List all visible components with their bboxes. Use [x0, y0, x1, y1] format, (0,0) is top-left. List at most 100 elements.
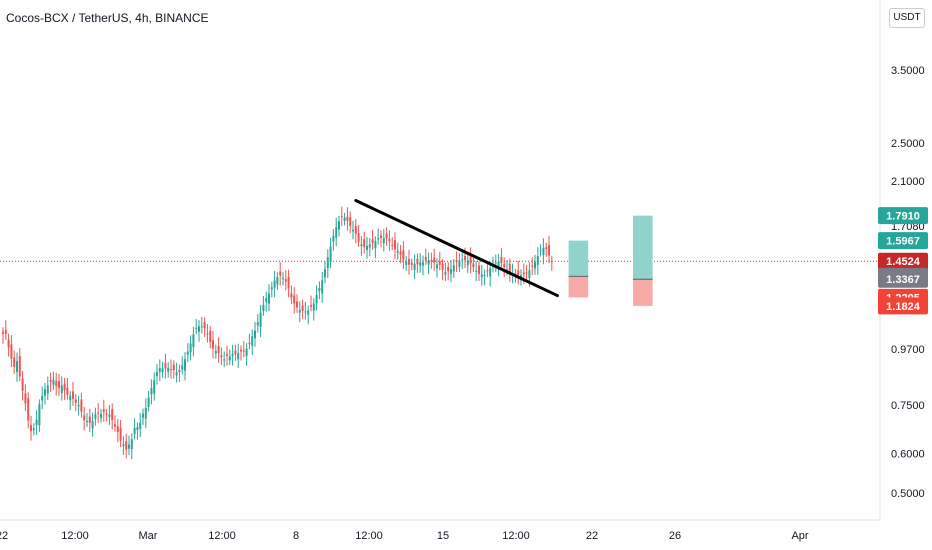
candle-body — [86, 420, 88, 422]
candle-body — [94, 414, 97, 419]
candle-body — [430, 260, 433, 262]
candle-body — [363, 239, 366, 248]
candle-body — [522, 272, 525, 275]
candle-body — [158, 368, 161, 373]
candle-body — [203, 322, 206, 329]
candle-body — [88, 416, 91, 423]
candle-body — [366, 245, 368, 250]
candle-body — [422, 262, 424, 266]
trendline — [354, 199, 559, 298]
candle-body — [419, 262, 422, 266]
candle-body — [503, 263, 506, 268]
candle-body — [508, 263, 511, 273]
candle-body — [150, 388, 153, 395]
candle-body — [147, 397, 150, 407]
candle-body — [52, 379, 55, 385]
candle-body — [458, 260, 461, 267]
candle-body — [41, 396, 44, 401]
candle-body — [396, 251, 399, 253]
candle-body — [242, 350, 245, 352]
candle-body — [536, 256, 539, 265]
candle-body — [354, 226, 357, 234]
candle-body — [455, 260, 458, 263]
candle-body — [534, 262, 536, 269]
candle-body — [433, 257, 436, 263]
candle-body — [284, 279, 287, 282]
candle-body — [209, 330, 212, 342]
candle-body — [525, 272, 528, 274]
candle-body — [312, 303, 315, 311]
candle-body — [352, 229, 354, 232]
candle-body — [343, 217, 346, 221]
candle-body — [475, 270, 478, 272]
candle-body — [234, 350, 237, 354]
candle-body — [133, 427, 136, 435]
candle-body — [16, 361, 18, 372]
candle-body — [494, 262, 497, 264]
x-tick-label: 8 — [293, 530, 299, 542]
candle-body — [172, 364, 175, 371]
candle-body — [377, 238, 380, 240]
x-tick-label: Mar — [139, 530, 158, 542]
candle-body — [304, 311, 307, 313]
candle-body — [248, 343, 251, 345]
x-tick-label: 12:00 — [61, 530, 89, 542]
candle-body — [119, 428, 122, 441]
candle-body — [38, 404, 41, 426]
candle-body — [427, 260, 430, 265]
candle-body — [450, 269, 452, 274]
candle-body — [472, 263, 475, 268]
candle-body — [10, 344, 13, 359]
candle-body — [550, 261, 553, 263]
candle-body — [436, 264, 438, 269]
candle-body — [517, 270, 520, 276]
price-badge — [878, 297, 928, 315]
candle-body — [321, 280, 324, 294]
x-tick-label: 26 — [669, 530, 681, 542]
candle-body — [441, 263, 444, 270]
candle-body — [478, 265, 480, 275]
candle-body — [461, 259, 464, 261]
currency-selector[interactable]: USDT — [889, 8, 925, 28]
candle-body — [206, 333, 209, 335]
candle-body — [338, 221, 340, 230]
candle-body — [175, 372, 178, 376]
candle-body — [130, 439, 133, 450]
x-tick-label: Apr — [791, 530, 808, 542]
candle-body — [170, 368, 172, 370]
candle-body — [136, 427, 139, 431]
candle-body — [55, 381, 58, 386]
candle-body — [18, 356, 21, 377]
candle-body — [545, 247, 548, 249]
candle-body — [282, 278, 284, 280]
candle-body — [184, 359, 186, 371]
candle-body — [144, 407, 147, 419]
candle-body — [413, 263, 416, 270]
candle-body — [326, 257, 329, 269]
candle-body — [542, 247, 545, 255]
candle-body — [399, 251, 402, 255]
candle-body — [500, 257, 503, 263]
candle-body — [329, 246, 332, 262]
x-tick-label: 12:00 — [208, 530, 236, 542]
price-badge — [878, 270, 928, 288]
candle-body — [391, 244, 394, 246]
price-badge — [878, 207, 928, 225]
y-tick-label: 3.5000 — [891, 65, 925, 77]
candle-body — [128, 444, 130, 449]
candle-body — [374, 241, 377, 249]
candle-body — [265, 298, 268, 302]
position-target-zone — [568, 240, 589, 277]
candle-body — [528, 270, 531, 279]
candle-body — [228, 356, 231, 361]
candle-body — [153, 380, 156, 394]
candle-body — [357, 233, 360, 242]
candle-body — [548, 245, 550, 256]
candle-body — [77, 404, 80, 407]
candle-body — [416, 258, 419, 265]
price-badge-label: 1.7910 — [886, 211, 920, 223]
candle-body — [108, 414, 111, 417]
position-stop-zone — [633, 279, 653, 306]
candle-body — [116, 426, 119, 433]
